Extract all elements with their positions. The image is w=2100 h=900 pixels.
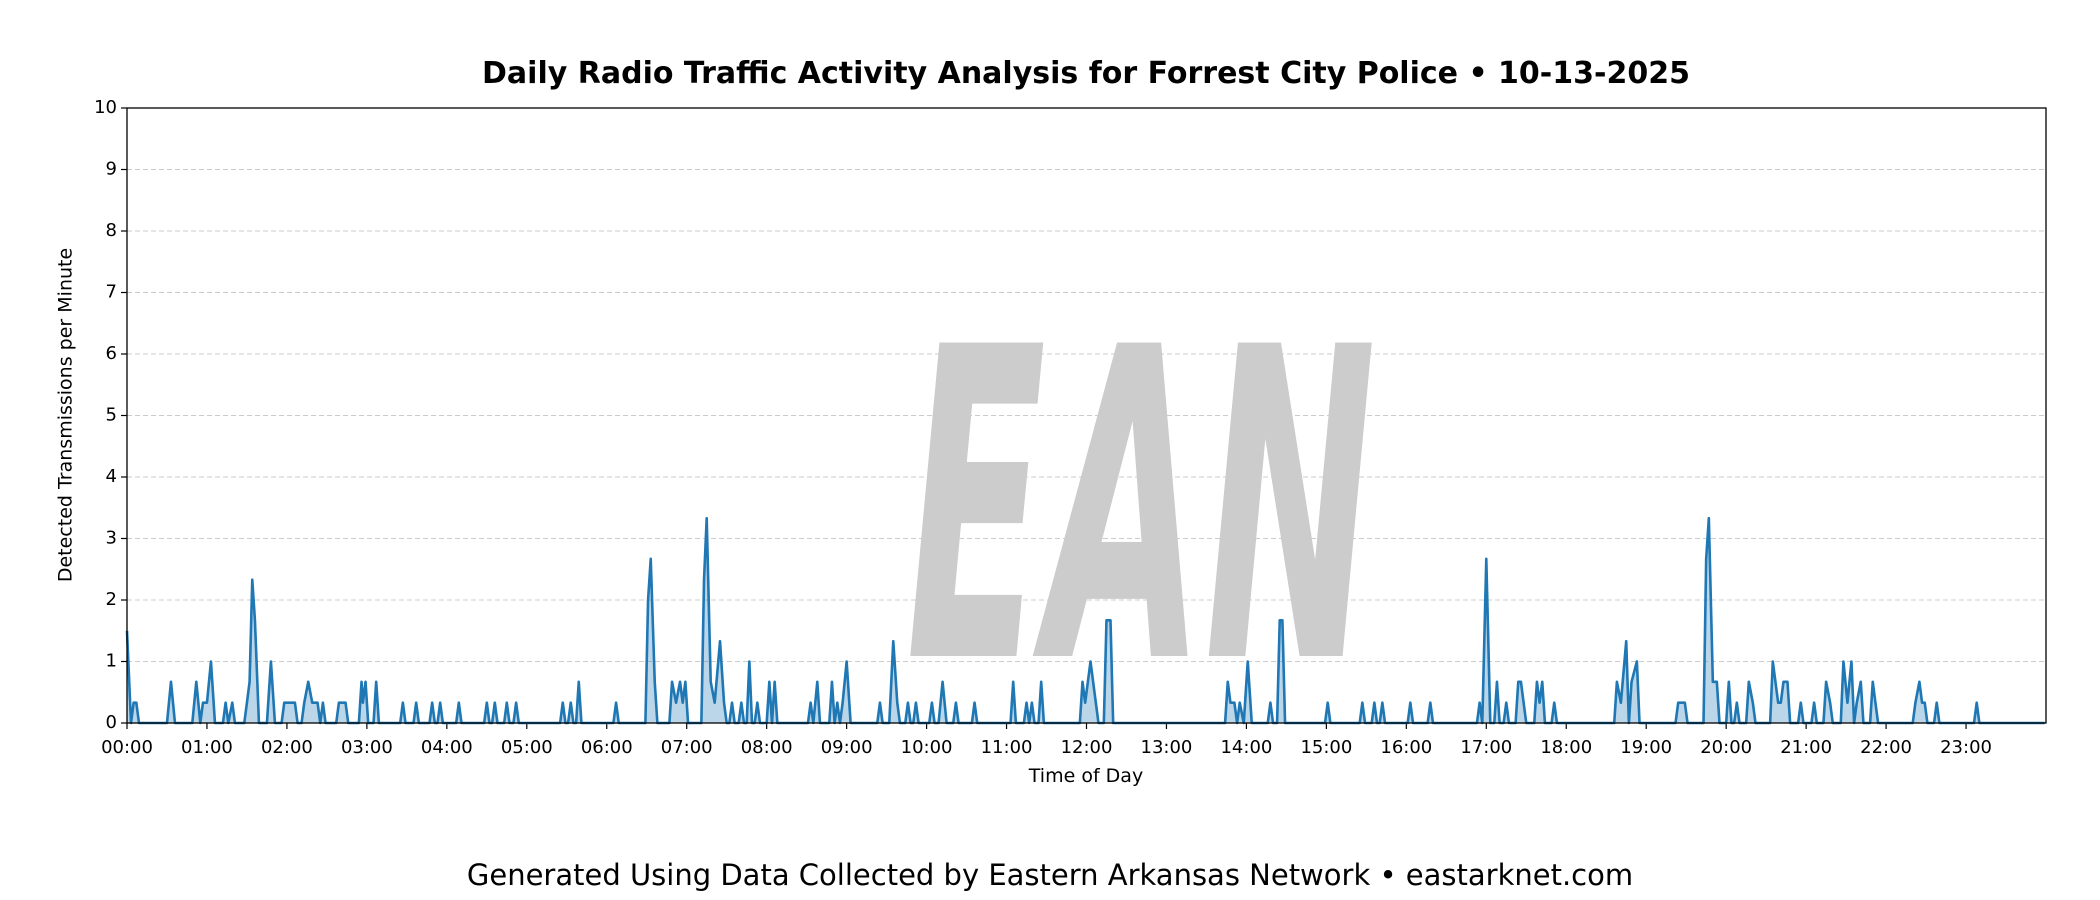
- y-tick-label: 4: [106, 466, 117, 487]
- x-tick-label: 21:00: [1780, 737, 1832, 758]
- plot-frame: [126, 107, 2047, 724]
- watermark: EAN: [906, 258, 1376, 758]
- x-tick-label: 07:00: [661, 737, 713, 758]
- x-tick-label: 15:00: [1300, 737, 1352, 758]
- y-tick-label: 3: [106, 528, 117, 549]
- chart-title: Daily Radio Traffic Activity Analysis fo…: [482, 56, 1690, 91]
- y-tick-label: 6: [106, 343, 117, 364]
- x-tick-label: 20:00: [1700, 737, 1752, 758]
- x-tick-label: 17:00: [1460, 737, 1512, 758]
- x-tick-label: 03:00: [341, 737, 393, 758]
- x-tick-label: 11:00: [981, 737, 1033, 758]
- x-tick-label: 18:00: [1540, 737, 1592, 758]
- x-tick-label: 02:00: [261, 737, 313, 758]
- footer: Generated Using Data Collected by Easter…: [467, 858, 1633, 892]
- y-tick-label: 5: [106, 405, 117, 426]
- x-tick-label: 22:00: [1860, 737, 1912, 758]
- x-tick-label: 00:00: [101, 737, 153, 758]
- x-tick-label: 12:00: [1061, 737, 1113, 758]
- y-tick-label: 8: [106, 220, 117, 241]
- x-tick-label: 23:00: [1940, 737, 1992, 758]
- y-tick-label: 7: [106, 282, 117, 303]
- x-tick-label: 16:00: [1380, 737, 1432, 758]
- y-axis-label: Detected Transmissions per Minute: [55, 248, 77, 582]
- y-tick-label: 9: [106, 159, 117, 180]
- x-tick-label: 04:00: [421, 737, 473, 758]
- x-tick-label: 01:00: [181, 737, 233, 758]
- x-tick-label: 14:00: [1220, 737, 1272, 758]
- x-axis-label: Time of Day: [1028, 765, 1143, 787]
- y-tick-label: 2: [106, 589, 117, 610]
- x-tick-label: 13:00: [1141, 737, 1193, 758]
- y-tick-label: 1: [106, 651, 117, 672]
- x-tick-label: 08:00: [741, 737, 793, 758]
- x-tick-label: 19:00: [1620, 737, 1672, 758]
- x-tick-label: 10:00: [901, 737, 953, 758]
- x-tick-label: 09:00: [821, 737, 873, 758]
- x-tick-label: 06:00: [581, 737, 633, 758]
- y-tick-label: 10: [94, 97, 117, 118]
- y-tick-label: 0: [106, 712, 117, 733]
- x-tick-label: 05:00: [501, 737, 553, 758]
